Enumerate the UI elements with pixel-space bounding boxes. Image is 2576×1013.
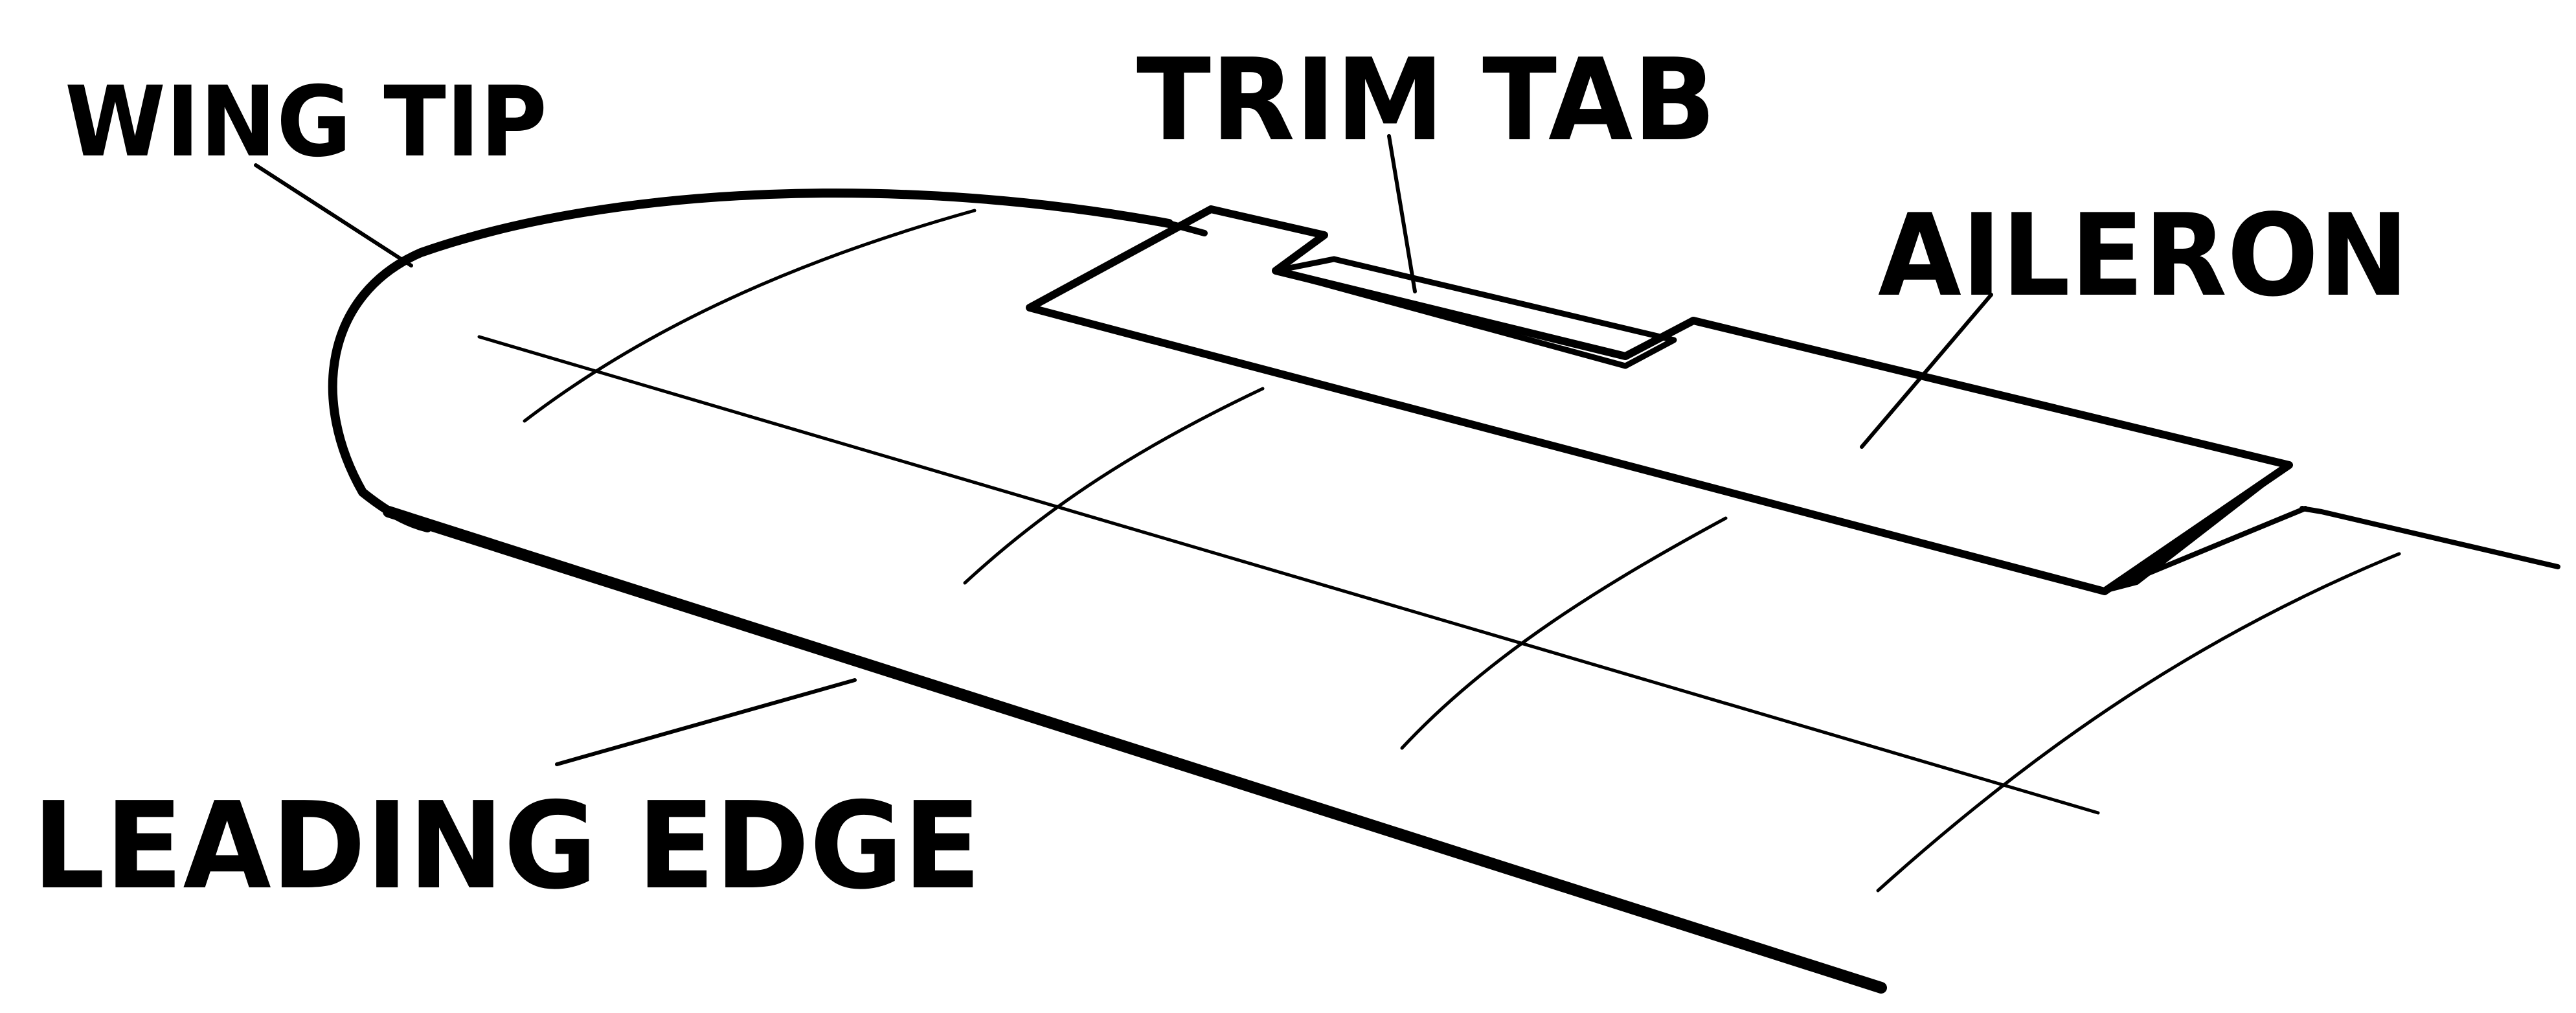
wing-inboard-edge <box>2102 506 2308 594</box>
wing-tip-outline <box>328 188 1173 532</box>
rib-line-1 <box>523 209 977 423</box>
spar-line <box>477 335 2100 815</box>
trim-tab-leader <box>1387 134 1417 293</box>
wing-tip-leader <box>254 163 413 267</box>
leading-edge-leader <box>555 678 857 766</box>
aileron-leader <box>1860 293 1993 449</box>
aileron-label: AILERON <box>1878 190 2409 322</box>
leading-edge-label: LEADING EDGE <box>32 776 981 916</box>
leading-edge-line <box>383 506 1887 994</box>
wing-tip-label: WING TIP <box>65 66 547 179</box>
trailing-edge-inboard <box>2299 506 2560 569</box>
trim-tab-outline <box>1272 256 1677 369</box>
rib-line-4 <box>1876 552 2401 893</box>
rib-line-3 <box>1400 516 1728 750</box>
rib-line-2 <box>963 387 1265 585</box>
trim-tab-label: TRIM TAB <box>1136 35 1716 166</box>
